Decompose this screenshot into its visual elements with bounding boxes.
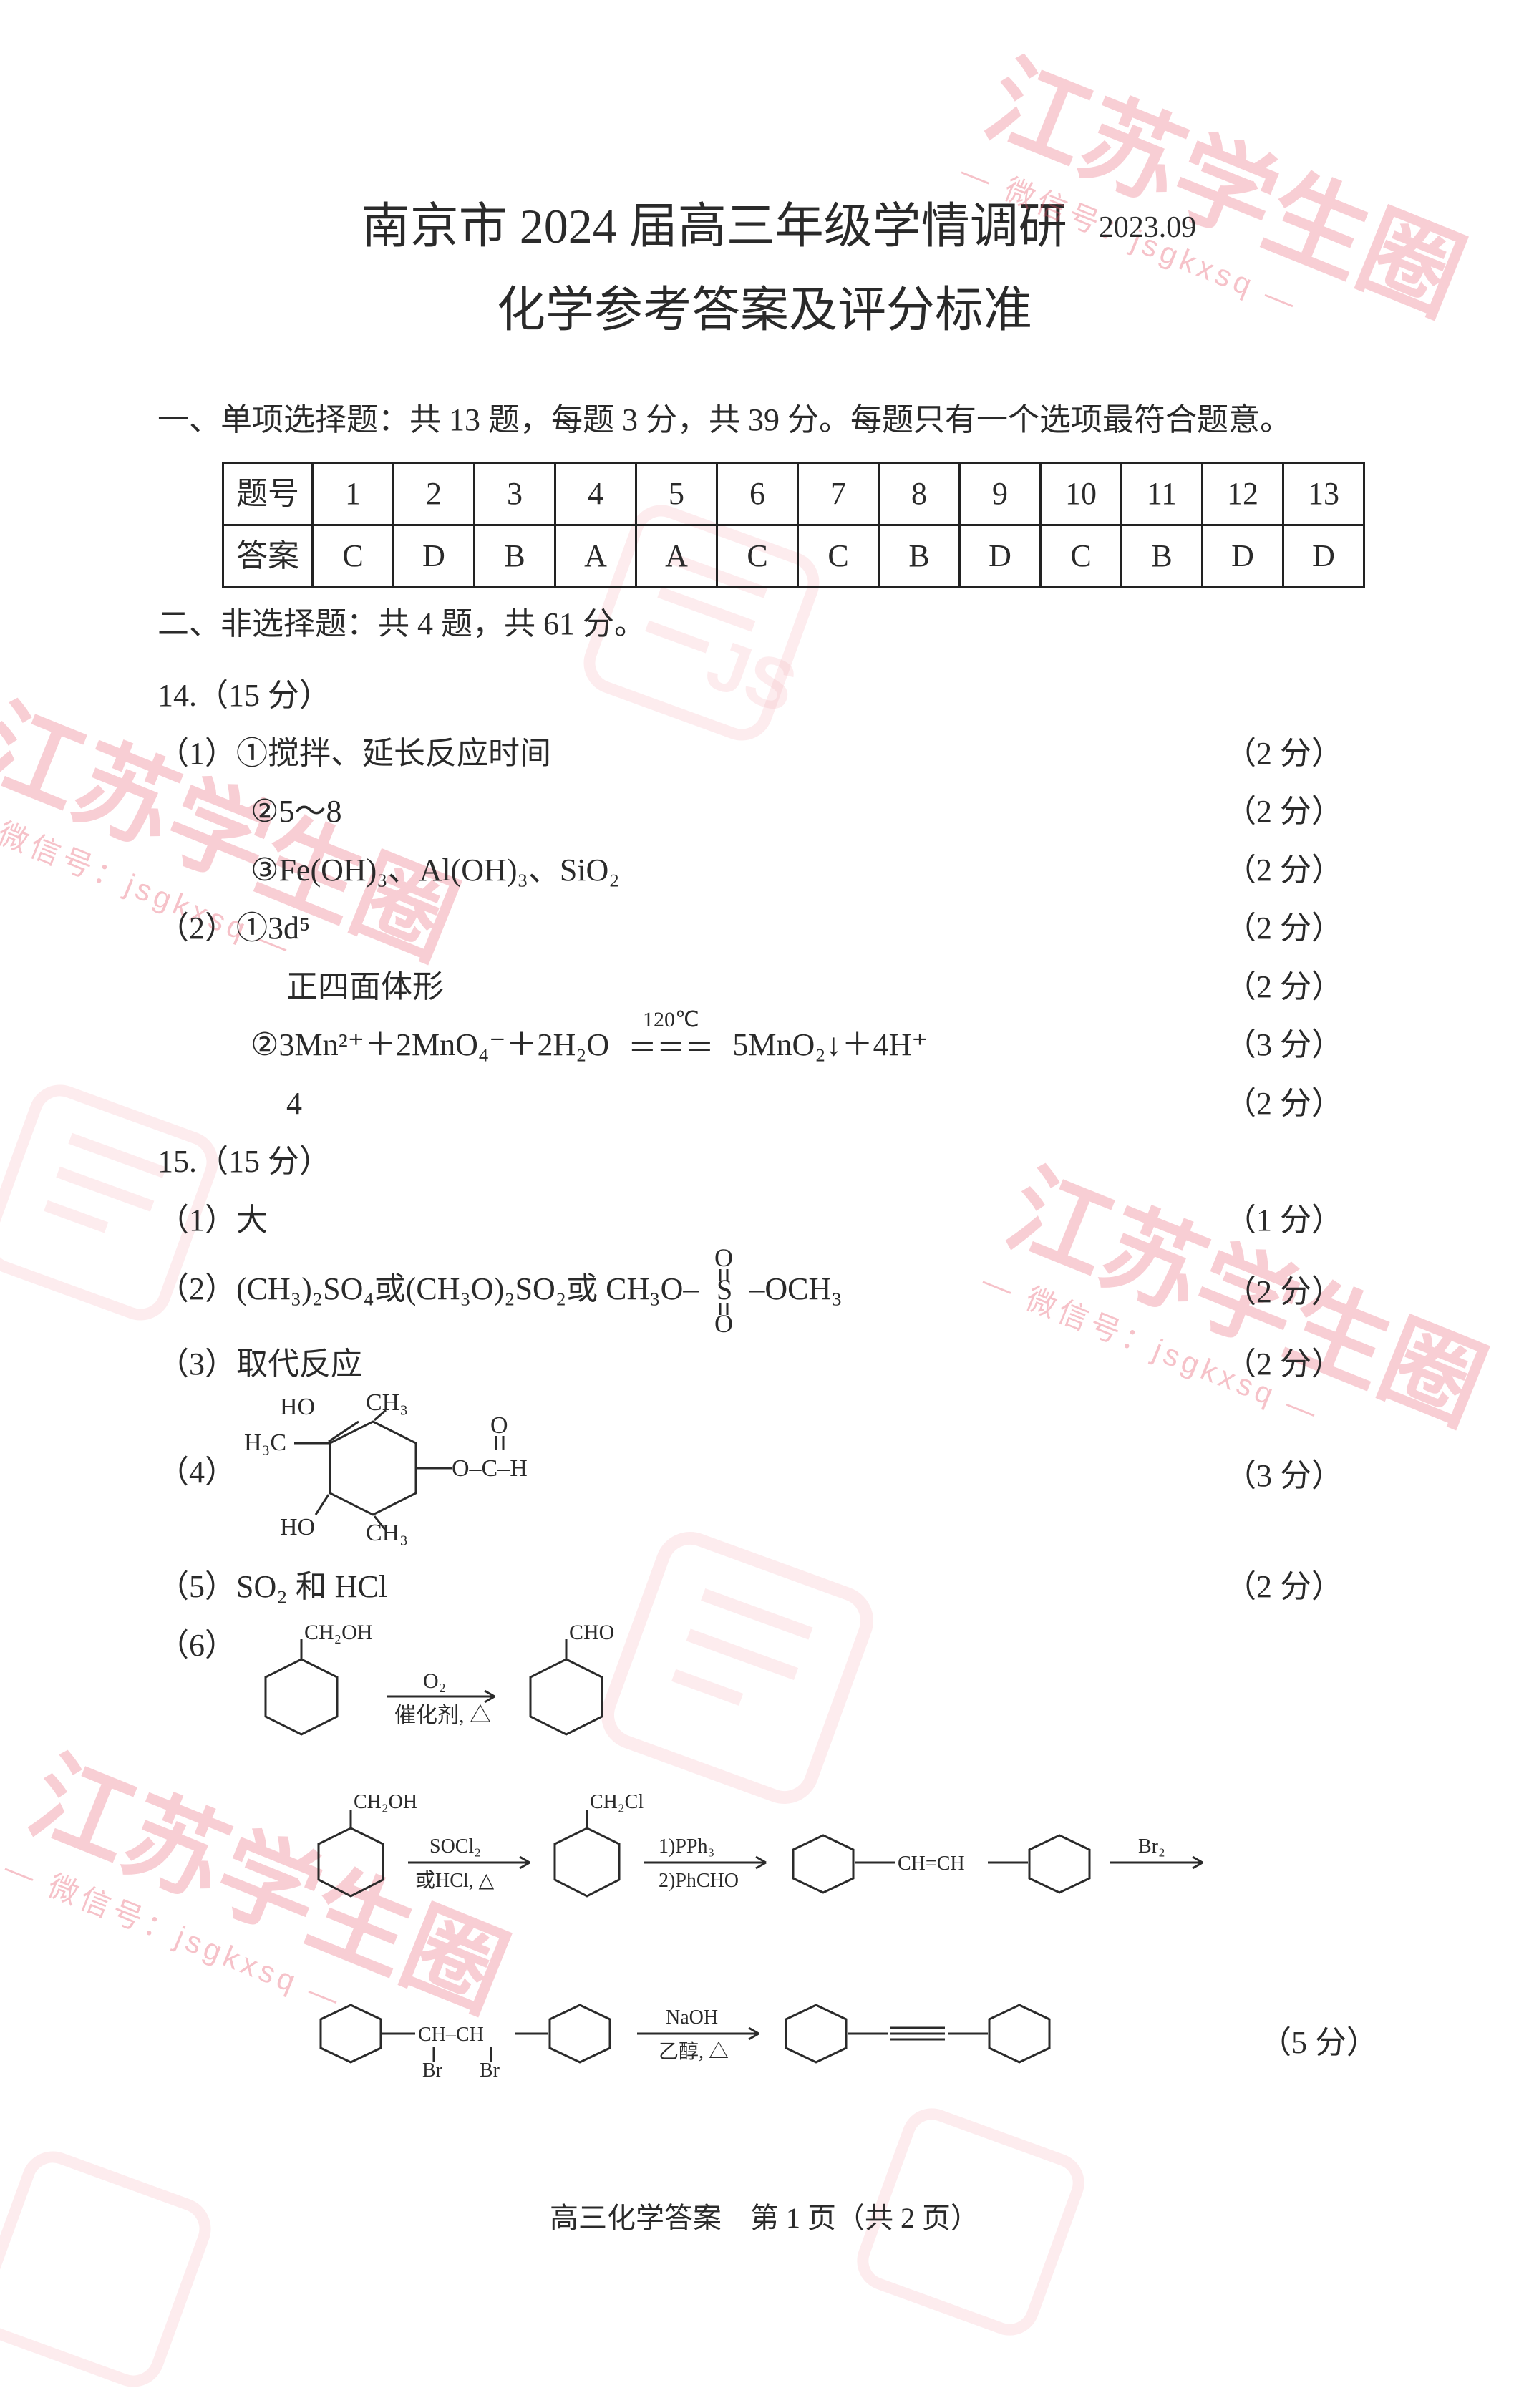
q15-3: （3）取代反应 — [157, 1335, 1196, 1393]
synthesis-line3-icon: CH–CH Br Br NaOH 乙醇, △ — [301, 1955, 1231, 2112]
svg-text:或HCl, △: 或HCl, △ — [415, 1869, 495, 1892]
main-title: 南京市 2024 届高三年级学情调研 — [361, 186, 1067, 257]
svg-text:CH=CH: CH=CH — [898, 1853, 965, 1875]
q15-number: 15.（15 分） — [157, 1132, 1372, 1190]
svg-text:O₂: O₂ — [423, 1669, 446, 1693]
svg-text:CHO: CHO — [569, 1621, 614, 1644]
synthesis-line1-icon: CH₂OH O₂ 催化剂, △ CHO — [244, 1616, 688, 1759]
watermark-logo-icon — [0, 2133, 229, 2405]
sulfonyl-icon: S O O — [699, 1249, 749, 1335]
svg-text:O: O — [714, 1249, 733, 1272]
table-row: 答案 CD BA AC CB DC BD D — [223, 525, 1364, 586]
svg-text:2)PhCHO: 2)PhCHO — [659, 1870, 739, 1892]
q15-5: （5）SO₂ 和 HCl — [157, 1558, 1196, 1616]
svg-text:NaOH: NaOH — [666, 2006, 718, 2029]
svg-text:CH₃: CH₃ — [366, 1520, 408, 1546]
svg-text:CH–CH: CH–CH — [418, 2024, 484, 2046]
q14-2-3: ②3Mn²⁺＋2MnO₄⁻＋2H₂O 120℃＝＝＝ 5MnO₂↓＋4H⁺ — [157, 1016, 1196, 1074]
svg-text:S: S — [717, 1273, 732, 1306]
q14-number: 14.（15 分） — [157, 666, 1372, 724]
svg-text:1)PPh₃: 1)PPh₃ — [659, 1835, 714, 1858]
sub-title: 化学参考答案及评分标准 — [157, 270, 1372, 341]
svg-text:HO: HO — [280, 1394, 315, 1420]
synthesis-line2: CH₂OH SOCl₂ 或HCl, △ CH₂Cl 1)PPh₃ 2)PhCHO — [157, 1778, 1374, 1954]
q14-1-3: ③Fe(OH)₃、Al(OH)₃、SiO₂ — [157, 841, 1196, 899]
title-block: 南京市 2024 届高三年级学情调研 2023.09 化学参考答案及评分标准 — [157, 186, 1372, 341]
svg-text:乙醇, △: 乙醇, △ — [659, 2040, 729, 2063]
benzene-structure-icon: H₃C HO CH₃ HO CH₃ O–C–H O — [244, 1393, 581, 1558]
q14-1-1: （1）①搅拌、延长反应时间 — [157, 724, 1196, 782]
q14-2-1: （2）①3d⁵ — [157, 899, 1196, 957]
svg-text:CH₂Cl: CH₂Cl — [590, 1791, 644, 1813]
svg-text:O: O — [490, 1412, 508, 1439]
q15-1: （1）大 — [157, 1191, 1196, 1249]
row-label: 答案 — [223, 525, 313, 586]
svg-text:HO: HO — [280, 1514, 315, 1540]
svg-text:CH₃: CH₃ — [366, 1393, 408, 1416]
table-row: 题号 12 34 56 78 910 1112 13 — [223, 463, 1364, 525]
q14-2-4: 4 — [157, 1074, 1196, 1132]
svg-text:Br: Br — [480, 2059, 500, 2082]
svg-text:H₃C: H₃C — [244, 1429, 286, 1456]
row-label: 题号 — [223, 463, 313, 525]
document-page: 江苏学生圈— 微信号：jsgkxsq — JS 江苏学生圈— 微信号：jsgkx… — [0, 0, 1529, 2408]
section1-heading: 一、单项选择题：共 13 题，每题 3 分，共 39 分。每题只有一个选项最符合… — [157, 391, 1372, 449]
q15-4: （4） H₃C HO CH₃ HO CH₃ O–C–H O — [157, 1393, 1196, 1558]
synthesis-line2-icon: CH₂OH SOCl₂ 或HCl, △ CH₂Cl 1)PPh₃ 2)PhCHO — [301, 1778, 1374, 1936]
svg-text:催化剂, △: 催化剂, △ — [394, 1704, 491, 1727]
q15-2: （2）(CH₃)₂SO₄或(CH₃O)₂SO₂或 CH₃O– S O O –OC… — [157, 1249, 1196, 1335]
page-footer: 高三化学答案 第 1 页（共 2 页） — [0, 2195, 1529, 2236]
svg-text:O–C–H: O–C–H — [452, 1455, 528, 1482]
q15-6: （6） CH₂OH O₂ 催化剂, △ CHO — [157, 1616, 1314, 1778]
exam-date: 2023.09 — [1099, 211, 1197, 244]
section2-heading: 二、非选择题：共 4 题，共 61 分。 — [157, 595, 1372, 653]
answer-table: 题号 12 34 56 78 910 1112 13 答案 CD BA AC C… — [222, 462, 1365, 588]
svg-text:CH₂OH: CH₂OH — [304, 1621, 372, 1644]
q14-1-2: ②5～8 — [157, 782, 1196, 840]
svg-text:SOCl₂: SOCl₂ — [429, 1835, 481, 1858]
svg-text:Br₂: Br₂ — [1138, 1835, 1165, 1858]
svg-text:O: O — [714, 1309, 733, 1335]
synthesis-line3: CH–CH Br Br NaOH 乙醇, △ — [157, 1955, 1231, 2131]
svg-text:Br: Br — [422, 2059, 443, 2082]
svg-text:CH₂OH: CH₂OH — [354, 1791, 417, 1813]
